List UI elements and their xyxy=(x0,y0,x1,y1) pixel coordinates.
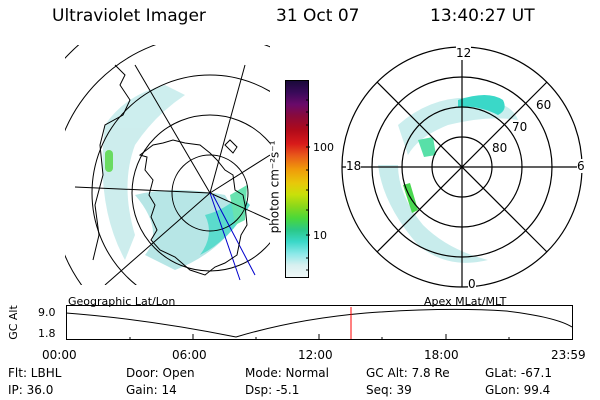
mlat-label-80: 80 xyxy=(492,141,508,155)
altitude-curve xyxy=(66,308,573,338)
magnetic-polar-plot xyxy=(341,46,583,288)
status-ip: IP: 36.0 xyxy=(8,383,54,397)
observation-date: 31 Oct 07 xyxy=(276,6,360,26)
satellite-track xyxy=(209,192,256,281)
mlt-label-6: 6 xyxy=(577,159,585,173)
mlt-label-18: 18 xyxy=(346,159,362,173)
altitude-ytick-1-8: 1.8 xyxy=(38,327,56,340)
aurora-emission-left xyxy=(102,85,250,270)
altitude-xtick-1200: 12:00 xyxy=(298,348,333,362)
altitude-xtick-1800: 18:00 xyxy=(424,348,459,362)
coastline xyxy=(138,139,248,276)
altitude-xtick-2359: 23:59 xyxy=(551,348,586,362)
mlt-label-12: 12 xyxy=(456,46,472,60)
altitude-xtick-0000: 00:00 xyxy=(42,348,77,362)
colorbar-tick-10: 10 xyxy=(313,229,327,242)
status-gain: Gain: 14 xyxy=(126,383,177,397)
colorbar-unit-label: photon cm⁻²s⁻¹ xyxy=(267,140,282,234)
altitude-xtick-0600: 06:00 xyxy=(172,348,207,362)
altitude-ytick-9: 9.0 xyxy=(38,306,56,319)
colorbar-ticks xyxy=(306,99,310,271)
mlt-label-0: 0 xyxy=(468,277,476,291)
status-glon: GLon: 99.4 xyxy=(485,383,551,397)
status-dsp: Dsp: -5.1 xyxy=(245,383,300,397)
left-map-label: Geographic Lat/Lon xyxy=(68,295,176,308)
aurora-emission-right xyxy=(378,95,518,263)
mlat-label-70: 70 xyxy=(512,120,528,134)
meridians xyxy=(74,64,270,285)
status-seq: Seq: 39 xyxy=(366,383,412,397)
mlt-meridians xyxy=(342,47,582,287)
altitude-ylabel: GC Alt xyxy=(6,305,20,340)
geographic-map xyxy=(65,45,270,285)
colorbar-tick-100: 100 xyxy=(313,141,334,154)
status-gc-alt: GC Alt: 7.8 Re xyxy=(366,366,450,380)
altitude-plot xyxy=(66,305,573,340)
status-filter: Flt: LBHL xyxy=(8,366,62,380)
status-mode: Mode: Normal xyxy=(245,366,329,380)
right-map-label: Apex MLat/MLT xyxy=(424,295,507,308)
mlat-label-60: 60 xyxy=(536,98,552,112)
status-door: Door: Open xyxy=(126,366,195,380)
colorbar xyxy=(285,80,309,278)
observation-time: 13:40:27 UT xyxy=(430,6,535,26)
status-glat: GLat: -67.1 xyxy=(485,366,552,380)
instrument-title: Ultraviolet Imager xyxy=(52,6,206,26)
